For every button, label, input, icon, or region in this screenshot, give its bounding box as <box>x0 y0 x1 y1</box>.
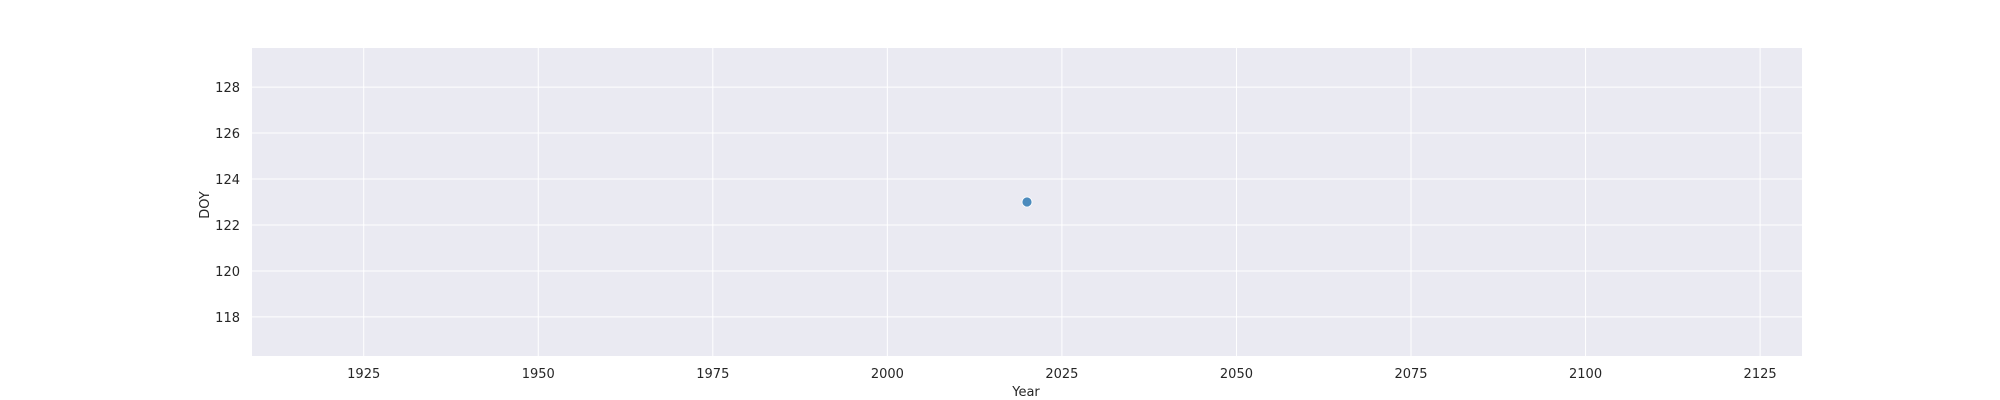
x-axis-label: Year <box>1011 385 1040 400</box>
x-tick-label: 1950 <box>522 367 555 382</box>
y-tick-label: 122 <box>215 219 240 234</box>
x-tick-label: 2000 <box>871 367 904 382</box>
y-tick-label: 124 <box>215 173 240 188</box>
y-tick-label: 120 <box>215 265 240 280</box>
y-tick-label: 126 <box>215 127 240 142</box>
y-tick-label: 128 <box>215 81 240 96</box>
y-tick-label: 118 <box>215 311 240 326</box>
grid-lines <box>252 48 1802 356</box>
x-tick-label: 2075 <box>1394 367 1427 382</box>
x-tick-label: 1925 <box>347 367 380 382</box>
y-axis-label: DOY <box>198 191 213 219</box>
scatter-points <box>1021 196 1033 208</box>
x-tick-labels: 1925 1950 1975 2000 2025 2050 2075 2100 2125 <box>347 367 1776 382</box>
y-tick-labels: 118 120 122 124 126 128 <box>215 81 240 326</box>
x-tick-label: 2125 <box>1744 367 1777 382</box>
x-tick-label: 2100 <box>1569 367 1602 382</box>
data-point <box>1021 196 1033 208</box>
x-tick-label: 1975 <box>696 367 729 382</box>
x-tick-label: 2025 <box>1045 367 1078 382</box>
x-tick-label: 2050 <box>1220 367 1253 382</box>
